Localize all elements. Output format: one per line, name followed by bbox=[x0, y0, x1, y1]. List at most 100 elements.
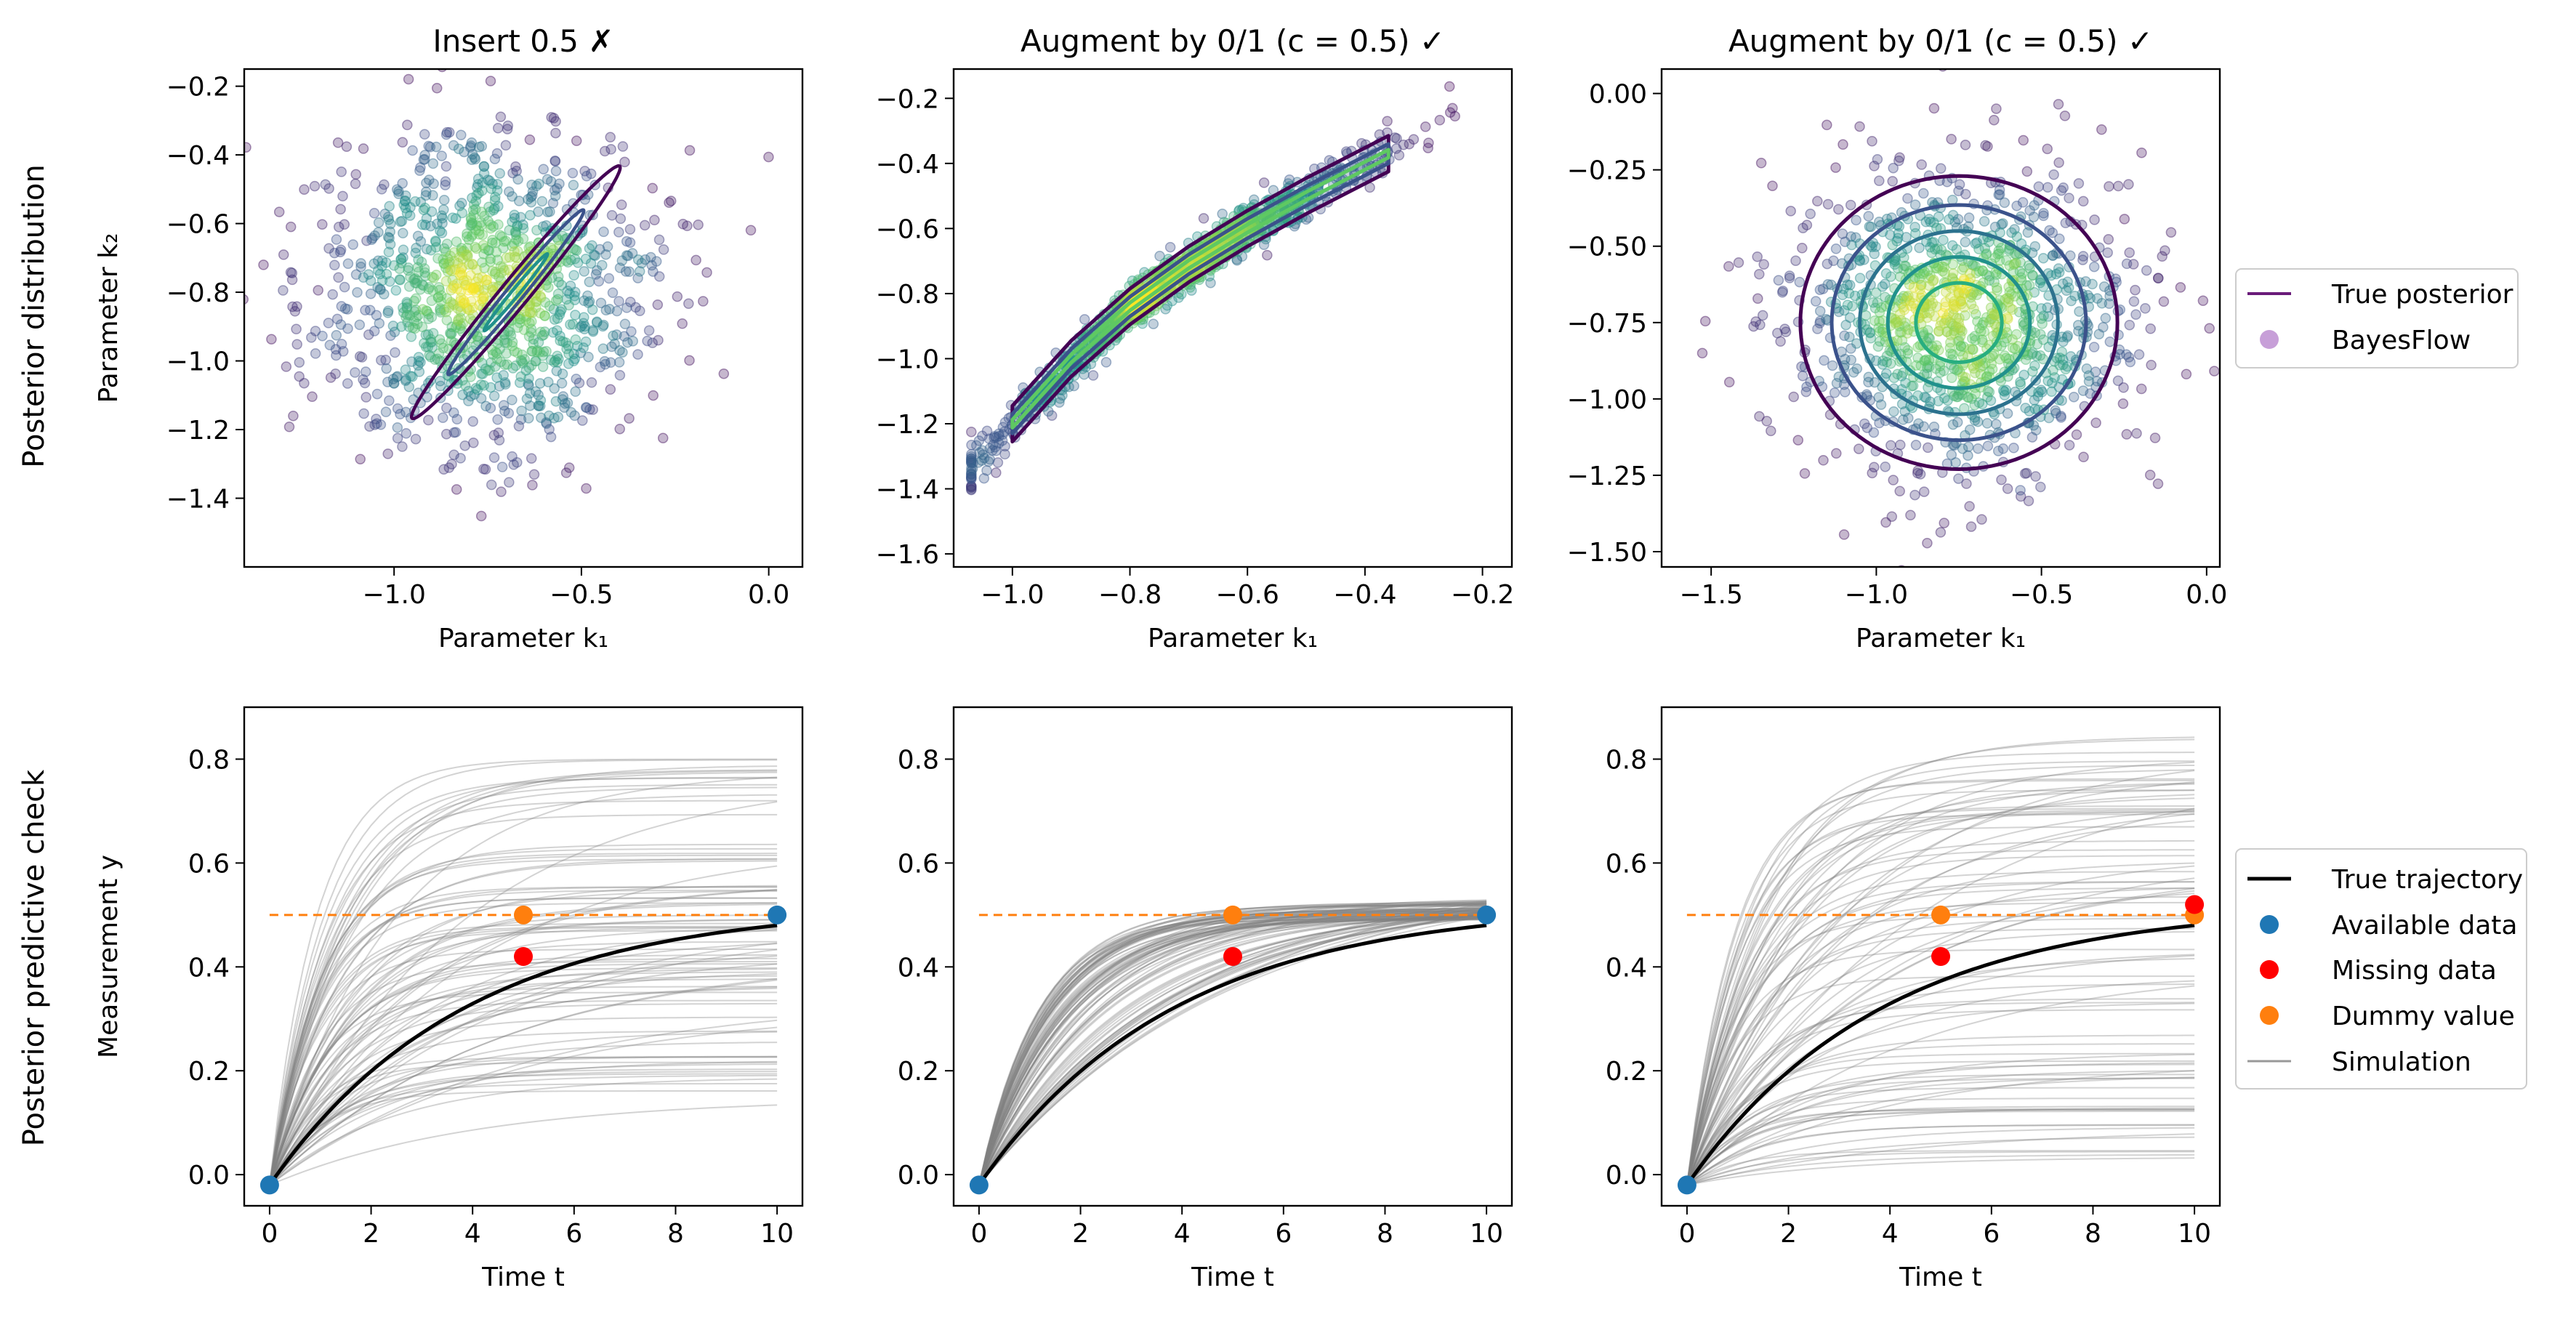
y-tick-label: 0.2 bbox=[188, 1057, 230, 1087]
bayesflow-sample-point bbox=[1873, 392, 1885, 403]
bayesflow-sample-point bbox=[423, 308, 434, 320]
bayesflow-sample-point bbox=[763, 151, 774, 163]
bayesflow-sample-point bbox=[1938, 234, 1949, 246]
bayesflow-sample-point bbox=[491, 372, 502, 383]
bayesflow-sample-point bbox=[488, 221, 499, 232]
bayesflow-sample-point bbox=[1772, 328, 1783, 339]
bayesflow-sample-point bbox=[495, 356, 507, 367]
bayesflow-sample-point bbox=[552, 234, 564, 246]
bayesflow-sample-point bbox=[459, 146, 470, 158]
bayesflow-sample-point bbox=[478, 296, 488, 307]
bayesflow-sample-point bbox=[613, 227, 624, 238]
bayesflow-sample-point bbox=[2046, 386, 2057, 398]
x-tick-label: 6 bbox=[1983, 1219, 2000, 1249]
bayesflow-sample-point bbox=[526, 323, 537, 334]
bayesflow-sample-point bbox=[1838, 139, 1848, 150]
bayesflow-sample-point bbox=[1909, 222, 1920, 233]
bayesflow-sample-point bbox=[435, 305, 446, 316]
y-axis-label: Measurement y bbox=[94, 855, 124, 1058]
bayesflow-sample-point bbox=[523, 193, 534, 205]
bayesflow-sample-point bbox=[1444, 107, 1456, 118]
bayesflow-sample-point bbox=[342, 258, 354, 270]
bayesflow-sample-point bbox=[2056, 412, 2066, 423]
bayesflow-sample-point bbox=[419, 150, 430, 161]
bayesflow-sample-point bbox=[1894, 152, 1905, 163]
bayesflow-sample-point bbox=[402, 119, 413, 131]
bayesflow-sample-point bbox=[391, 184, 403, 196]
bayesflow-sample-point bbox=[2018, 134, 2029, 146]
bayesflow-sample-point bbox=[1874, 216, 1885, 227]
y-tick-label: −1.6 bbox=[876, 540, 939, 570]
x-tick-label: −0.2 bbox=[1451, 580, 1514, 610]
y-tick-label: −1.2 bbox=[166, 416, 230, 446]
bayesflow-sample-point bbox=[490, 361, 501, 372]
bayesflow-sample-point bbox=[1867, 136, 1877, 147]
bayesflow-sample-point bbox=[1902, 345, 1913, 356]
bayesflow-sample-point bbox=[371, 310, 382, 321]
bayesflow-sample-point bbox=[2043, 412, 2055, 424]
bayesflow-sample-point bbox=[966, 472, 977, 483]
plot-area bbox=[966, 81, 1460, 496]
bayesflow-sample-point bbox=[537, 361, 549, 372]
bayesflow-sample-point bbox=[512, 174, 523, 185]
bayesflow-sample-point bbox=[1863, 376, 1874, 388]
bayesflow-sample-point bbox=[1918, 421, 1929, 432]
bayesflow-sample-point bbox=[1422, 142, 1433, 153]
bayesflow-sample-point bbox=[1928, 275, 1939, 287]
x-tick-label: 0.0 bbox=[2186, 580, 2227, 610]
bayesflow-sample-point bbox=[455, 292, 467, 304]
bayesflow-sample-point bbox=[401, 406, 411, 418]
bayesflow-sample-point bbox=[414, 165, 425, 177]
bayesflow-sample-point bbox=[537, 350, 548, 361]
bayesflow-sample-point bbox=[552, 289, 564, 299]
bayesflow-sample-point bbox=[416, 279, 428, 290]
bayesflow-sample-point bbox=[552, 271, 564, 282]
bayesflow-sample-point bbox=[584, 296, 595, 307]
bayesflow-sample-point bbox=[448, 247, 460, 258]
plot-area bbox=[1696, 69, 2220, 567]
bayesflow-sample-point bbox=[415, 162, 426, 173]
bayesflow-sample-point bbox=[1898, 414, 1909, 425]
bayesflow-sample-point bbox=[648, 266, 659, 277]
bayesflow-sample-point bbox=[478, 161, 490, 172]
bayesflow-sample-point bbox=[604, 304, 615, 315]
bayesflow-sample-point bbox=[434, 284, 446, 296]
bayesflow-sample-point bbox=[1997, 385, 2009, 396]
legend-swatch-missing-data bbox=[2260, 960, 2279, 979]
bayesflow-sample-point bbox=[552, 325, 563, 336]
bayesflow-sample-point bbox=[510, 229, 522, 241]
bayesflow-sample-point bbox=[1794, 276, 1806, 288]
bayesflow-sample-point bbox=[507, 340, 518, 352]
bayesflow-sample-point bbox=[494, 230, 506, 241]
bayesflow-sample-point bbox=[488, 430, 500, 441]
bayesflow-sample-point bbox=[393, 188, 404, 200]
bayesflow-sample-point bbox=[1755, 158, 1767, 169]
bayesflow-sample-point bbox=[2024, 406, 2035, 416]
bayesflow-sample-point bbox=[531, 180, 542, 192]
bayesflow-sample-point bbox=[1817, 283, 1829, 294]
y-tick-label: 0.8 bbox=[1606, 745, 1647, 775]
bayesflow-sample-point bbox=[479, 262, 490, 273]
bayesflow-sample-point bbox=[352, 287, 363, 298]
bayesflow-sample-point bbox=[1696, 347, 1708, 359]
bayesflow-sample-point bbox=[621, 302, 632, 313]
bayesflow-sample-point bbox=[502, 326, 514, 337]
bayesflow-sample-point bbox=[1389, 132, 1401, 143]
bayesflow-sample-point bbox=[1871, 355, 1882, 366]
bayesflow-sample-point bbox=[2136, 383, 2147, 395]
bayesflow-sample-point bbox=[494, 271, 504, 283]
bayesflow-sample-point bbox=[419, 267, 430, 278]
bayesflow-sample-point bbox=[1868, 427, 1880, 438]
bayesflow-sample-point bbox=[492, 414, 503, 425]
bayesflow-sample-point bbox=[1885, 440, 1896, 451]
bayesflow-sample-point bbox=[355, 258, 366, 269]
bayesflow-sample-point bbox=[569, 410, 580, 422]
bayesflow-sample-point bbox=[507, 216, 518, 227]
bayesflow-sample-point bbox=[2145, 323, 2156, 334]
bayesflow-sample-point bbox=[966, 463, 977, 474]
bayesflow-sample-point bbox=[552, 357, 563, 368]
bayesflow-sample-point bbox=[2153, 273, 2164, 283]
bayesflow-sample-point bbox=[614, 345, 625, 356]
bayesflow-sample-point bbox=[1810, 296, 1822, 307]
bayesflow-sample-point bbox=[479, 243, 491, 254]
